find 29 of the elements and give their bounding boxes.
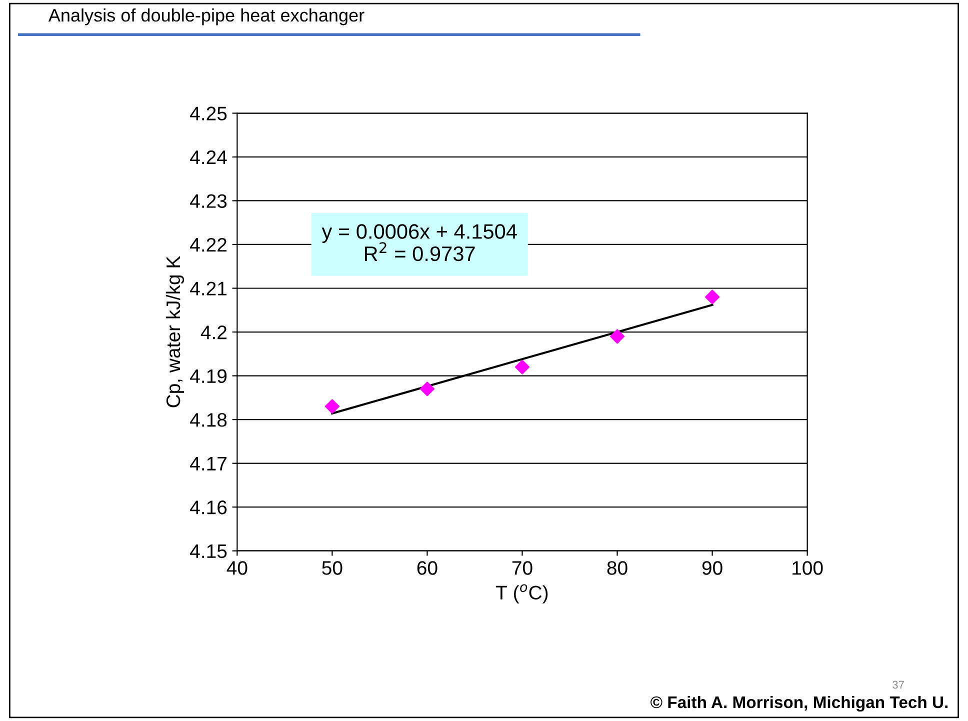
y-tick-label: 4.19	[190, 369, 227, 384]
point	[610, 329, 625, 344]
y-tick-label: 4.24	[190, 150, 227, 164]
text: 37	[892, 680, 904, 689]
x-tick-label: 100	[792, 561, 823, 575]
x-tick-label: 60	[417, 561, 438, 575]
x-tick-label: 70	[512, 561, 532, 575]
chart-title: Analysis of double-pipe heat exchanger	[48, 8, 364, 26]
point	[420, 382, 434, 396]
point	[705, 290, 720, 304]
point	[514, 360, 530, 374]
x-axis-title: T ($^{o}$C)	[496, 584, 548, 604]
y-tick-label: 4.25	[190, 106, 227, 120]
annotation: y = 0.0006x + 4.1504 R$^{2}$ = 0.9737	[322, 224, 517, 262]
y-tick-label: 4.18	[190, 413, 227, 427]
y-tick-label: 4.22	[190, 238, 226, 252]
y-tick-label: 4.16	[190, 500, 227, 514]
point	[324, 399, 340, 414]
x-tick-label: 90	[702, 561, 722, 575]
y-tick-label: 4.2	[200, 325, 226, 340]
y-tick-label: 4.23	[190, 194, 227, 208]
y-tick-label: 4.15	[190, 544, 227, 558]
text: © Faith A. Morrison, Michigan Tech U.	[650, 696, 948, 712]
x-tick-label: 80	[607, 561, 628, 575]
y-tick-label: 4.17	[190, 456, 226, 470]
y-tick-label: 4.21	[190, 282, 226, 296]
x-tick-label: 50	[322, 561, 342, 575]
x-tick-label: 40	[226, 561, 248, 575]
y-axis-title: Cp, water kJ/kg K	[166, 256, 184, 408]
